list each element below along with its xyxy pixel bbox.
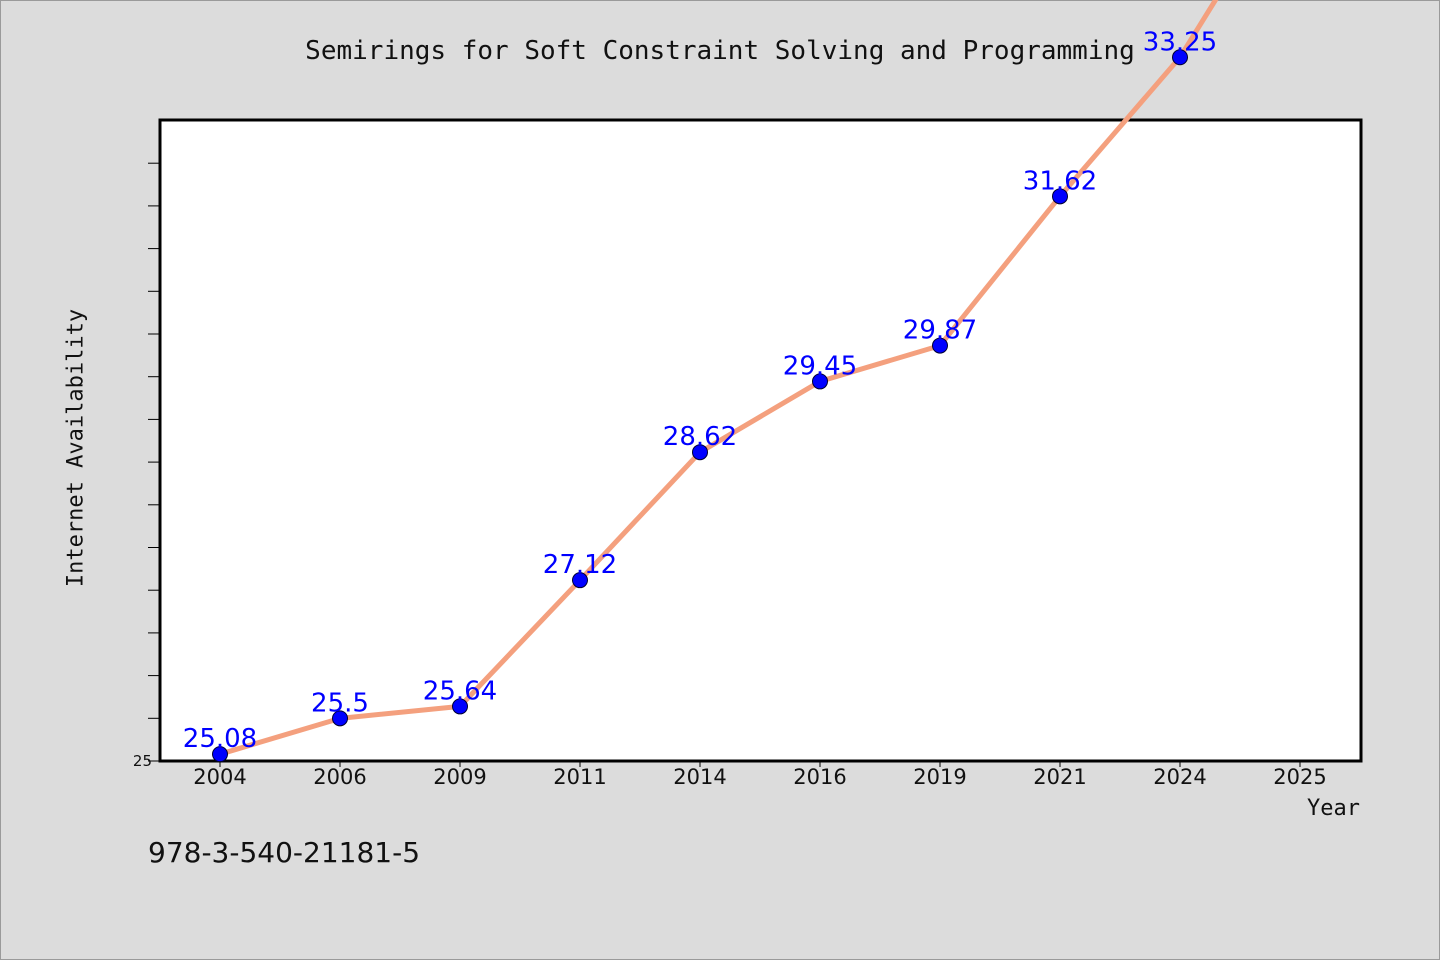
- data-label: 29.45: [783, 351, 857, 381]
- data-point: [332, 710, 348, 727]
- x-tick-label: 2025: [1273, 765, 1326, 789]
- x-tick-label: 2019: [913, 765, 966, 789]
- data-point: [572, 572, 588, 589]
- x-tick-label: 2011: [553, 765, 606, 789]
- data-point: [212, 746, 228, 763]
- x-tick-label: 2009: [433, 765, 486, 789]
- y-tick-label: 25: [133, 752, 152, 770]
- data-point: [692, 444, 708, 461]
- x-tick-label: 2021: [1033, 765, 1086, 789]
- data-label: 31.62: [1023, 166, 1097, 196]
- data-label: 25.5: [311, 688, 369, 718]
- x-tick-label: 2006: [313, 765, 366, 789]
- x-tick-label: 2014: [673, 765, 726, 789]
- data-label: 25.08: [183, 724, 257, 754]
- data-point: [812, 373, 828, 390]
- data-point: [932, 337, 948, 354]
- x-axis-title: Year: [1307, 796, 1360, 821]
- x-tick-label: 2024: [1153, 765, 1206, 789]
- data-point: [1052, 188, 1068, 205]
- data-point: [1172, 49, 1188, 66]
- data-label: 29.87: [903, 316, 977, 346]
- data-label: 27.12: [543, 550, 617, 580]
- chart-title: Semirings for Soft Constraint Solving an…: [305, 36, 1135, 66]
- series-line: [217, 0, 1219, 757]
- data-label: 25.64: [423, 676, 497, 706]
- data-label: 33.25: [1143, 27, 1217, 57]
- x-tick-label: 2016: [793, 765, 846, 789]
- plot-area: [158, 118, 1363, 763]
- data-label: 28.62: [663, 422, 737, 452]
- data-point: [452, 698, 468, 715]
- x-tick-label: 2004: [193, 765, 246, 789]
- isbn-annotation: 978-3-540-21181-5: [148, 836, 421, 869]
